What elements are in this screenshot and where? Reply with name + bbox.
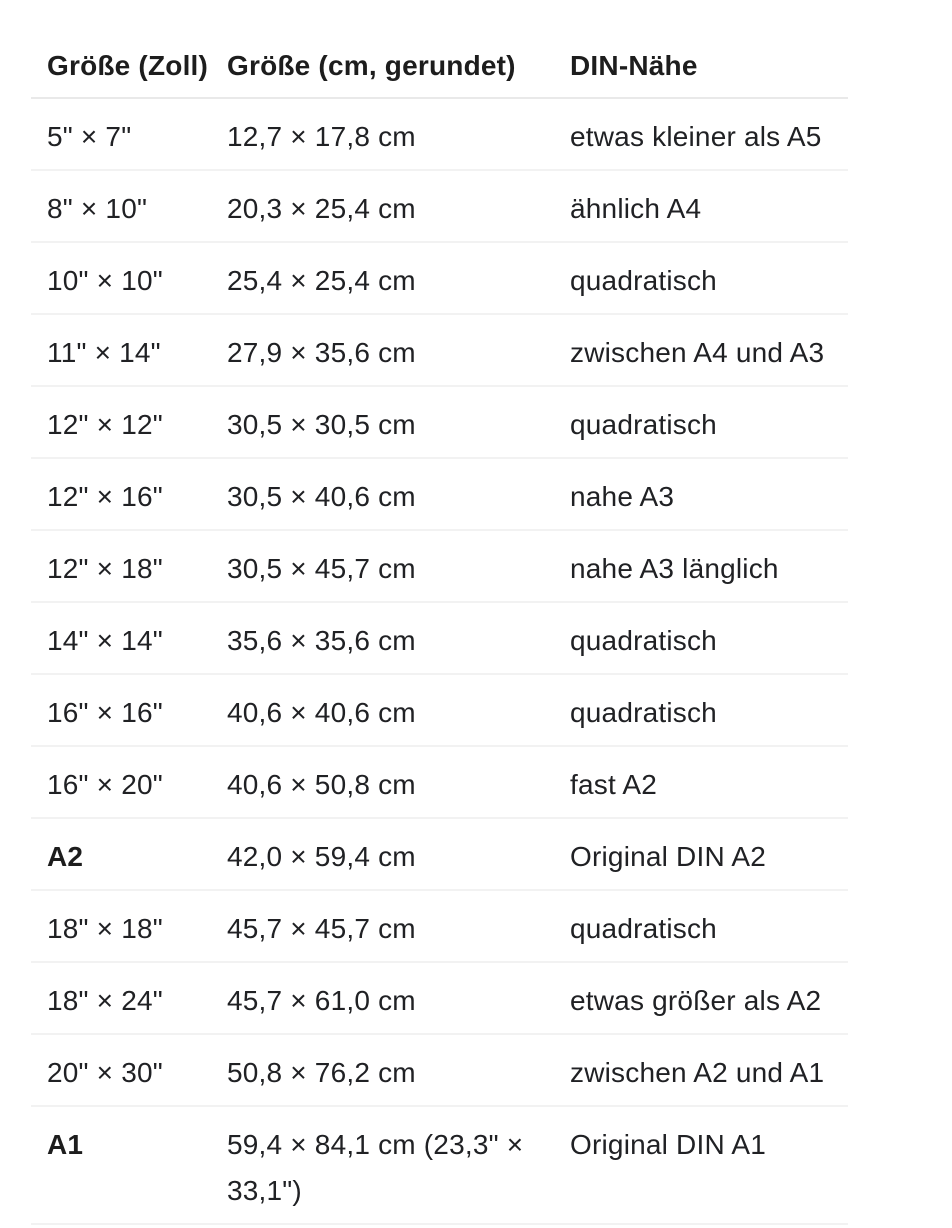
cell-size-inch: 18" × 24" (31, 962, 211, 1035)
table-row: 20" × 30" 50,8 × 76,2 cm zwischen A2 und A… (31, 1034, 848, 1107)
table-row: 11" × 14" 27,9 × 35,6 cm zwischen A4 und A… (31, 314, 848, 387)
cell-size-inch: A2 (31, 818, 211, 891)
cell-size-cm: 59,4 × 84,1 cm (23,3" × 33,1") (211, 1106, 554, 1225)
cell-din-proximity: Original DIN A1 (554, 1106, 848, 1225)
table-row: 16" × 20" 40,6 × 50,8 cm fast A2 (31, 746, 848, 819)
cell-size-inch: 18" × 18" (31, 890, 211, 963)
header-size-cm: Größe (cm, gerundet) (211, 0, 554, 99)
table-row: 16" × 16" 40,6 × 40,6 cm quadratisch (31, 674, 848, 747)
table-row: 18" × 24" 45,7 × 61,0 cm etwas größer als … (31, 962, 848, 1035)
cell-size-inch: 12" × 12" (31, 386, 211, 459)
cell-size-cm: 30,5 × 40,6 cm (211, 458, 554, 531)
cell-din-proximity: zwischen A4 und A3 (554, 314, 848, 387)
table-row: 12" × 16" 30,5 × 40,6 cm nahe A3 (31, 458, 848, 531)
table-row: 18" × 18" 45,7 × 45,7 cm quadratisch (31, 890, 848, 963)
table-row: A1 59,4 × 84,1 cm (23,3" × 33,1") Original… (31, 1106, 848, 1225)
cell-din-proximity: nahe A3 länglich (554, 530, 848, 603)
cell-size-inch: 10" × 10" (31, 242, 211, 315)
cell-size-cm: 45,7 × 45,7 cm (211, 890, 554, 963)
cell-size-inch: 8" × 10" (31, 170, 211, 243)
header-size-inch: Größe (Zoll) (31, 0, 211, 99)
print-size-table: Größe (Zoll) Größe (cm, gerundet) DIN-Nä… (31, 0, 848, 1225)
cell-size-cm: 35,6 × 35,6 cm (211, 602, 554, 675)
cell-din-proximity: nahe A3 (554, 458, 848, 531)
cell-din-proximity: zwischen A2 und A1 (554, 1034, 848, 1107)
cell-din-proximity: quadratisch (554, 242, 848, 315)
cell-size-cm: 12,7 × 17,8 cm (211, 98, 554, 171)
cell-size-inch: 20" × 30" (31, 1034, 211, 1107)
cell-size-cm: 50,8 × 76,2 cm (211, 1034, 554, 1107)
table-row: 12" × 12" 30,5 × 30,5 cm quadratisch (31, 386, 848, 459)
cell-size-inch: 16" × 20" (31, 746, 211, 819)
table-row: A2 42,0 × 59,4 cm Original DIN A2 (31, 818, 848, 891)
cell-din-proximity: Original DIN A2 (554, 818, 848, 891)
cell-din-proximity: etwas kleiner als A5 (554, 98, 848, 171)
cell-size-cm: 30,5 × 30,5 cm (211, 386, 554, 459)
cell-size-inch: 14" × 14" (31, 602, 211, 675)
cell-size-cm: 20,3 × 25,4 cm (211, 170, 554, 243)
cell-size-cm: 42,0 × 59,4 cm (211, 818, 554, 891)
cell-din-proximity: quadratisch (554, 602, 848, 675)
table-row: 12" × 18" 30,5 × 45,7 cm nahe A3 länglich (31, 530, 848, 603)
cell-din-proximity: etwas größer als A2 (554, 962, 848, 1035)
table-row: 10" × 10" 25,4 × 25,4 cm quadratisch (31, 242, 848, 315)
cell-size-inch: A1 (31, 1106, 211, 1225)
cell-size-inch: 16" × 16" (31, 674, 211, 747)
cell-din-proximity: fast A2 (554, 746, 848, 819)
cell-size-cm: 45,7 × 61,0 cm (211, 962, 554, 1035)
cell-din-proximity: quadratisch (554, 386, 848, 459)
cell-size-inch: 12" × 16" (31, 458, 211, 531)
cell-size-cm: 40,6 × 50,8 cm (211, 746, 554, 819)
cell-size-inch: 12" × 18" (31, 530, 211, 603)
header-din-proximity: DIN-Nähe (554, 0, 848, 99)
table-header-row: Größe (Zoll) Größe (cm, gerundet) DIN-Nä… (31, 0, 848, 99)
cell-size-cm: 27,9 × 35,6 cm (211, 314, 554, 387)
cell-din-proximity: quadratisch (554, 674, 848, 747)
cell-din-proximity: ähnlich A4 (554, 170, 848, 243)
cell-size-cm: 25,4 × 25,4 cm (211, 242, 554, 315)
table-row: 14" × 14" 35,6 × 35,6 cm quadratisch (31, 602, 848, 675)
cell-din-proximity: quadratisch (554, 890, 848, 963)
cell-size-cm: 30,5 × 45,7 cm (211, 530, 554, 603)
cell-size-inch: 11" × 14" (31, 314, 211, 387)
table-body: 5" × 7" 12,7 × 17,8 cm etwas kleiner als A… (31, 98, 848, 1225)
cell-size-inch: 5" × 7" (31, 98, 211, 171)
table-row: 5" × 7" 12,7 × 17,8 cm etwas kleiner als A… (31, 98, 848, 171)
table-row: 8" × 10" 20,3 × 25,4 cm ähnlich A4 (31, 170, 848, 243)
cell-size-cm: 40,6 × 40,6 cm (211, 674, 554, 747)
